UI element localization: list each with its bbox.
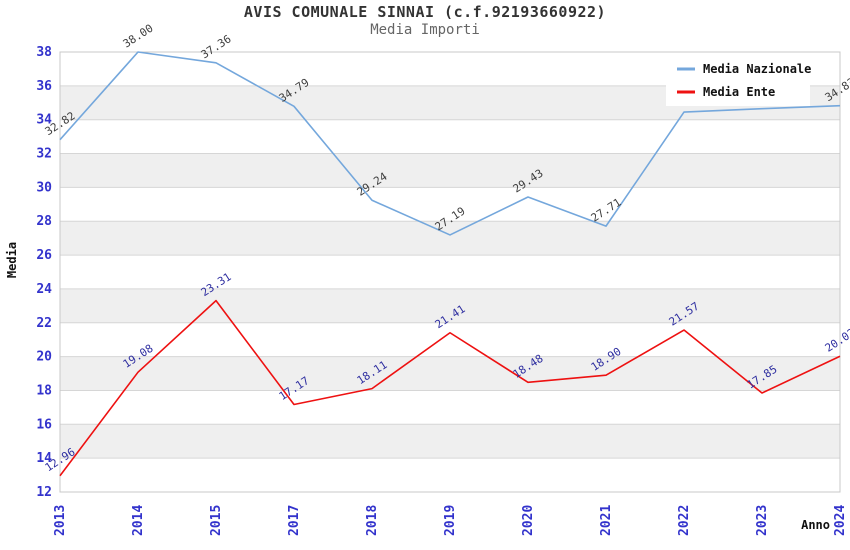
point-label: 20.02 bbox=[823, 326, 850, 355]
y-tick-label: 12 bbox=[36, 485, 52, 500]
plot-border bbox=[59, 51, 841, 493]
point-label: 34.83 bbox=[823, 75, 850, 104]
x-tick-label: 2014 bbox=[131, 505, 146, 536]
x-tick-label: 2017 bbox=[287, 505, 302, 536]
x-tick-label: 2019 bbox=[443, 505, 458, 536]
y-axis-title: Media bbox=[5, 242, 19, 278]
y-tick-label: 20 bbox=[36, 350, 52, 365]
y-tick-label: 14 bbox=[36, 451, 52, 466]
x-tick-label: 2022 bbox=[677, 505, 692, 536]
x-tick-label: 2013 bbox=[53, 505, 68, 536]
x-tick-label: 2015 bbox=[209, 505, 224, 536]
legend-box bbox=[666, 53, 810, 106]
y-tick-label: 26 bbox=[36, 248, 52, 263]
y-tick-label: 34 bbox=[36, 113, 52, 128]
legend-label-0: Media Nazionale bbox=[703, 62, 811, 76]
point-label: 27.71 bbox=[589, 196, 624, 225]
legend-label-1: Media Ente bbox=[703, 85, 775, 99]
y-tick-label: 30 bbox=[36, 180, 52, 195]
y-tick-label: 18 bbox=[36, 383, 52, 398]
x-tick-label: 2021 bbox=[599, 505, 614, 536]
y-tick-label: 16 bbox=[36, 417, 52, 432]
y-tick-label: 36 bbox=[36, 79, 52, 94]
x-tick-label: 2024 bbox=[833, 505, 848, 536]
x-tick-label: 2018 bbox=[365, 505, 380, 536]
series-line-1 bbox=[59, 299, 841, 477]
y-tick-label: 38 bbox=[36, 45, 52, 60]
y-tick-label: 28 bbox=[36, 214, 52, 229]
series-line-0 bbox=[59, 51, 841, 236]
y-tick-label: 22 bbox=[36, 316, 52, 331]
y-tick-label: 24 bbox=[36, 282, 52, 297]
plot-band bbox=[60, 424, 840, 459]
plot-band bbox=[60, 288, 840, 323]
chart-title: AVIS COMUNALE SINNAI (c.f.92193660922) bbox=[243, 3, 607, 21]
x-axis-title: Anno bbox=[801, 518, 830, 532]
plot-band bbox=[60, 221, 840, 256]
plot-band bbox=[60, 153, 840, 188]
x-tick-label: 2023 bbox=[755, 505, 770, 536]
y-tick-label: 32 bbox=[36, 147, 52, 162]
point-label: 38.00 bbox=[121, 22, 156, 51]
x-tick-label: 2020 bbox=[521, 505, 536, 536]
point-label: 37.36 bbox=[199, 32, 234, 61]
chart-subtitle: Media Importi bbox=[370, 22, 480, 38]
plot-band bbox=[60, 356, 840, 391]
